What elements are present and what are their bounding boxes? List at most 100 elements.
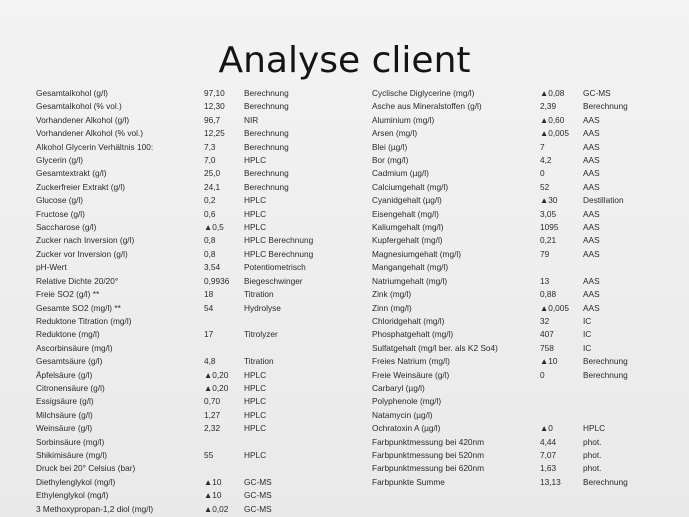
parameter-name: Cyanidgehalt (µg/l) xyxy=(372,195,442,206)
parameter-value: 3,05 xyxy=(540,208,557,219)
parameter-value xyxy=(540,261,583,274)
parameter-value: 0,9936 xyxy=(204,275,230,286)
parameter-value: 0,21 xyxy=(540,235,557,246)
result-row: Ochratoxin A (µg/l) ▲0 HPLC xyxy=(372,422,628,435)
result-row: Vorhandener Alkohol (% vol.) 12,25 Berechn… xyxy=(36,127,313,140)
parameter-value: ▲10 xyxy=(540,356,558,367)
parameter-method: AAS xyxy=(583,289,600,300)
parameter-method xyxy=(583,409,628,422)
result-row: Gesamtsäure (g/l) 4,8 Titration xyxy=(36,355,313,368)
result-row: Natamycin (µg/l) xyxy=(372,409,628,422)
left-results-column: Gesamtalkohol (g/l) 97,10 Berechnung Gesamt… xyxy=(36,87,313,516)
parameter-method xyxy=(583,382,628,395)
result-row: Magnesiumgehalt (mg/l) 79 AAS xyxy=(372,248,628,261)
parameter-method: GC-MS xyxy=(244,490,272,501)
result-row: Sorbinsäure (mg/l) xyxy=(36,436,313,449)
result-row: Zinn (mg/l) ▲0,005 AAS xyxy=(372,302,628,315)
parameter-value xyxy=(540,409,583,422)
parameter-value: 0,88 xyxy=(540,289,557,300)
parameter-value: 12,30 xyxy=(204,101,225,112)
parameter-name: pH-Wert xyxy=(36,262,67,273)
parameter-method: AAS xyxy=(583,181,600,192)
result-row: Farbpunkte Summe 13,13 Berechnung xyxy=(372,476,628,489)
parameter-name: Farbpunkte Summe xyxy=(372,476,445,487)
parameter-method: Biegeschwinger xyxy=(244,275,303,286)
parameter-method: Berechnung xyxy=(583,369,628,380)
parameter-name: Weinsäure (g/l) xyxy=(36,423,93,434)
parameter-name: Saccharose (g/l) xyxy=(36,222,97,233)
parameter-name: Relative Dichte 20/20° xyxy=(36,275,119,286)
parameter-name: Gesamtalkohol (% vol.) xyxy=(36,101,122,112)
parameter-name: Shikimisäure (mg/l) xyxy=(36,449,107,460)
result-row: Cadmium (µg/l) 0 AAS xyxy=(372,167,628,180)
parameter-value: 407 xyxy=(540,329,554,340)
result-row: Shikimisäure (mg/l) 55 HPLC xyxy=(36,449,313,462)
parameter-name: Kupfergehalt (mg/l) xyxy=(372,235,443,246)
result-row: Glucose (g/l) 0,2 HPLC xyxy=(36,194,313,207)
parameter-value: 2,32 xyxy=(204,423,221,434)
result-row: Sulfatgehalt (mg/l ber. als K2 So4) 758 IC xyxy=(372,342,628,355)
parameter-value: 0 xyxy=(540,369,545,380)
result-row: Weinsäure (g/l) 2,32 HPLC xyxy=(36,422,313,435)
result-row: Arsen (mg/l) ▲0,005 AAS xyxy=(372,127,628,140)
parameter-name: Farbpunktmessung bei 420nm xyxy=(372,436,485,447)
parameter-name: Cadmium (µg/l) xyxy=(372,168,429,179)
parameter-name: Farbpunktmessung bei 620nm xyxy=(372,463,485,474)
parameter-value: 3,54 xyxy=(204,262,221,273)
parameter-method: AAS xyxy=(583,302,600,313)
parameter-method: Berechnung xyxy=(244,168,289,179)
parameter-name: Reduktone Titration (mg/l) xyxy=(36,315,132,326)
parameter-method: HPLC xyxy=(244,382,267,393)
parameter-value: 97,10 xyxy=(204,88,225,98)
parameter-value xyxy=(204,315,244,328)
parameter-name: Äpfelsäure (g/l) xyxy=(36,369,93,380)
parameter-value: ▲0,005 xyxy=(540,128,569,139)
parameter-method: Berechnung xyxy=(244,181,289,192)
parameter-method: NIR xyxy=(244,114,259,125)
parameter-method: GC-MS xyxy=(244,476,272,487)
result-row: Vorhandener Alkohol (g/l) 96,7 NIR xyxy=(36,114,313,127)
result-row: Polyphenole (mg/l) xyxy=(372,395,628,408)
parameter-value: 12,25 xyxy=(204,128,225,139)
result-row: Farbpunktmessung bei 420nm 4,44 phot. xyxy=(372,436,628,449)
parameter-method: Destillation xyxy=(583,195,624,206)
parameter-value: 32 xyxy=(540,315,550,326)
result-row: Ascorbinsäure (mg/l) xyxy=(36,342,313,355)
parameter-method: AAS xyxy=(583,248,600,259)
parameter-value: 79 xyxy=(540,248,550,259)
parameter-name: Zucker nach Inversion (g/l) xyxy=(36,235,135,246)
parameter-method: Titrolyzer xyxy=(244,329,278,340)
result-row: pH-Wert 3,54 Potentiometrisch xyxy=(36,261,313,274)
parameter-name: Bor (mg/l) xyxy=(372,155,409,166)
parameter-method: phot. xyxy=(583,463,602,474)
parameter-method: AAS xyxy=(583,128,600,139)
parameter-name: Freies Natrium (mg/l) xyxy=(372,356,450,367)
parameter-name: Gesamtsäure (g/l) xyxy=(36,356,103,367)
parameter-name: Chloridgehalt (mg/l) xyxy=(372,315,445,326)
parameter-value: 1095 xyxy=(540,222,559,233)
parameter-value: 18 xyxy=(204,289,214,300)
parameter-method: Hydrolyse xyxy=(244,302,281,313)
parameter-value: ▲0 xyxy=(540,423,553,434)
result-row: 3 Methoxypropan-1,2 diol (mg/l) ▲0,02 GC-M… xyxy=(36,503,313,516)
parameter-name: Glycerin (g/l) xyxy=(36,155,84,166)
parameter-method: IC xyxy=(583,329,592,340)
parameter-method: phot. xyxy=(583,436,602,447)
parameter-name: Carbaryl (µg/l) xyxy=(372,382,425,393)
result-row: Glycerin (g/l) 7,0 HPLC xyxy=(36,154,313,167)
parameter-name: Eisengehalt (mg/l) xyxy=(372,208,439,219)
parameter-value: ▲10 xyxy=(204,476,222,487)
parameter-name: Gesamtextrakt (g/l) xyxy=(36,168,107,179)
parameter-name: Asche aus Mineralstoffen (g/l) xyxy=(372,101,482,112)
parameter-method: Titration xyxy=(244,289,274,300)
parameter-method: Berechnung xyxy=(583,356,628,367)
parameter-value: 0,6 xyxy=(204,208,216,219)
parameter-name: Vorhandener Alkohol (% vol.) xyxy=(36,128,144,139)
parameter-value: ▲0,08 xyxy=(540,88,565,98)
parameter-name: Essigsäure (g/l) xyxy=(36,396,94,407)
parameter-method: Potentiometrisch xyxy=(244,262,306,273)
parameter-value: 0,70 xyxy=(204,396,221,407)
parameter-name: Zucker vor Inversion (g/l) xyxy=(36,248,128,259)
result-row: Milchsäure (g/l) 1,27 HPLC xyxy=(36,409,313,422)
result-row: Phosphatgehalt (mg/l) 407 IC xyxy=(372,328,628,341)
